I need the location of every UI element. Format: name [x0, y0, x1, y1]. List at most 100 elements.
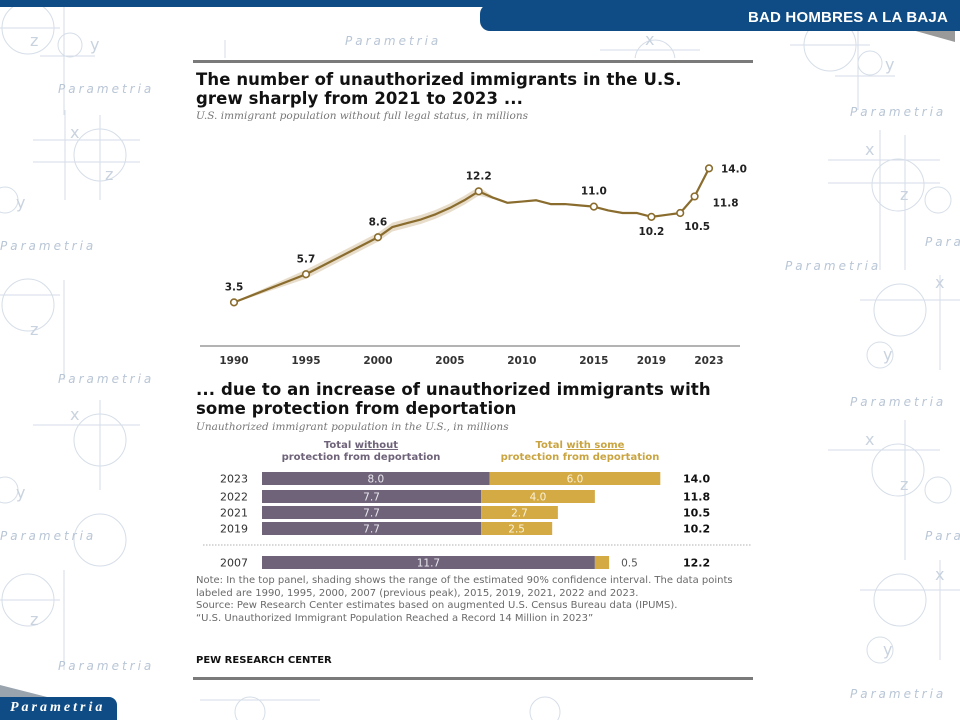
bar-chart-subtitle: Unauthorized immigrant population in the… [196, 421, 509, 433]
watermark-text: Parametria [850, 687, 946, 701]
bar-chart-title-line-1: ... due to an increase of unauthorized i… [196, 380, 711, 399]
total-label: 11.8 [683, 491, 710, 504]
bar-with-protection [481, 490, 595, 503]
axis-letter-x: x [935, 273, 944, 292]
axis-letter-z: z [900, 185, 908, 204]
bar-row: 2021 7.7 2.7 10.5 [220, 506, 710, 520]
data-label: 11.0 [581, 186, 607, 198]
axis-letter-y: y [16, 483, 25, 502]
line-chart-title: The number of unauthorized immigrants in… [196, 70, 682, 108]
header-banner: BAD HOMBRES A LA BAJA [480, 4, 960, 31]
watermark-text: Parametria [925, 235, 960, 249]
legend-with-protection: Total with some protection from deportat… [480, 440, 680, 464]
axis-letter-y: y [885, 55, 894, 74]
footer-shadow [0, 685, 55, 699]
total-label: 10.5 [683, 507, 710, 520]
axis-letter-z: z [30, 31, 38, 50]
line-chart-subtitle: U.S. immigrant population without full l… [196, 110, 528, 122]
line-chart-title-line-1: The number of unauthorized immigrants in… [196, 70, 682, 89]
data-point [229, 298, 239, 307]
bar-value-label: 8.0 [367, 474, 384, 486]
bar-chart-title-line-2: some protection from deportation [196, 399, 517, 418]
report-title-text: “U.S. Unauthorized Immigrant Population … [196, 612, 594, 624]
top-strip [0, 0, 960, 7]
axis-letter-z: z [105, 165, 113, 184]
axis-letter-x: x [865, 140, 874, 159]
x-tick-label: 1995 [291, 355, 320, 367]
total-label: 12.2 [683, 557, 710, 570]
bar-value-label: 0.5 [621, 558, 638, 570]
axis-letter-z: z [30, 320, 38, 339]
chart-panel [183, 58, 761, 692]
bar-row: 2022 7.7 4.0 11.8 [220, 490, 710, 504]
top-rule [193, 60, 753, 63]
axis-letter-x: x [645, 30, 654, 49]
legend-text: protection from deportation [281, 452, 441, 463]
axis-letter-y: y [90, 35, 99, 54]
data-label: 5.7 [297, 253, 316, 265]
category-label: 2021 [220, 507, 248, 520]
data-point [704, 164, 714, 173]
x-tick-label: 2005 [435, 355, 464, 367]
note-text: Note: In the top panel, shading shows th… [196, 575, 733, 599]
bar-value-label: 4.0 [530, 492, 547, 504]
category-label: 2019 [220, 523, 248, 536]
data-label: 8.6 [369, 216, 388, 228]
axis-letter-y: y [883, 345, 892, 364]
watermark-text: Parametria [0, 529, 96, 543]
data-label: 14.0 [721, 163, 747, 175]
data-point [690, 192, 699, 201]
source-text: Source: Pew Research Center estimates ba… [196, 600, 678, 612]
watermark-text: Parametria [850, 395, 946, 409]
x-tick-label: 2019 [637, 355, 666, 367]
data-label: 12.2 [466, 170, 492, 182]
line-chart-title-line-2: grew sharply from 2021 to 2023 ... [196, 89, 524, 108]
axis-letter-x: x [70, 123, 79, 142]
bar-with-protection [481, 506, 558, 519]
legend-without-protection: Total without protection from deportatio… [262, 440, 460, 464]
axis-letter-x: x [865, 430, 874, 449]
bar-without-protection [262, 506, 482, 519]
x-tick-label: 2010 [507, 355, 536, 367]
data-point [589, 202, 598, 211]
bar-row: 2019 7.7 2.5 10.2 [220, 522, 710, 536]
bar-row: 2023 8.0 6.0 14.0 [220, 472, 710, 486]
bar-chart-title: ... due to an increase of unauthorized i… [196, 380, 711, 418]
watermark-text: Parametria [785, 259, 881, 273]
chart-notes: Note: In the top panel, shading shows th… [196, 575, 756, 625]
axis-letter-z: z [30, 610, 38, 629]
bar-without-protection [262, 522, 482, 535]
total-label: 14.0 [683, 473, 710, 486]
legend-text-underlined: without [354, 440, 399, 451]
bar-with-protection [594, 556, 610, 569]
data-label: 10.2 [638, 226, 664, 238]
axis-letter-z: z [900, 475, 908, 494]
x-tick-label: 2023 [694, 355, 723, 367]
axis-letter-x: x [935, 565, 944, 584]
data-point [647, 212, 656, 221]
data-point [474, 187, 483, 196]
category-label: 2023 [220, 473, 248, 486]
legend-text: Total [535, 440, 567, 451]
bar-value-label: 2.7 [511, 508, 528, 520]
bar-value-label: 7.7 [363, 508, 380, 520]
data-point [373, 233, 383, 242]
watermark-text: Parametria [0, 239, 96, 253]
bar-row: 2007 11.7 0.5 12.2 [220, 556, 710, 570]
watermark-text: Parametria [850, 105, 946, 119]
watermark-text: Parametria [58, 372, 154, 386]
bar-with-protection [489, 472, 661, 485]
bar-value-label: 11.7 [417, 558, 440, 570]
watermark-text: Parametria [345, 34, 441, 48]
bar-value-label: 7.7 [363, 492, 380, 504]
bar-value-label: 6.0 [567, 474, 584, 486]
bottom-rule [193, 677, 753, 680]
legend-text-underlined: with some [566, 440, 625, 451]
bar-value-label: 7.7 [363, 524, 380, 536]
data-label: 10.5 [684, 221, 710, 233]
category-label: 2022 [220, 491, 248, 504]
data-label: 3.5 [225, 281, 244, 293]
legend-text: Total [323, 440, 355, 451]
